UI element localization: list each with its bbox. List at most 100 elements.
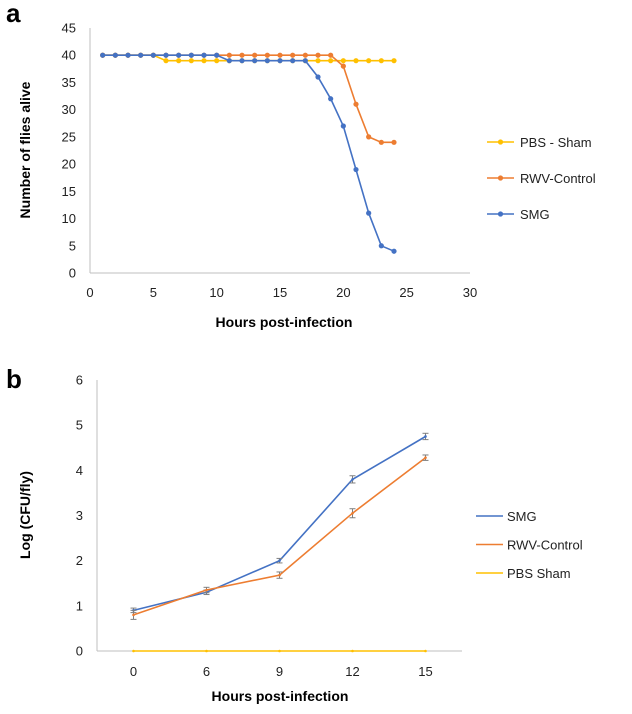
panel-a-point-rwv-control	[226, 52, 232, 58]
panel-a-point-pbs-sham	[378, 58, 384, 64]
panel-b-y-tick-label: 5	[76, 418, 83, 433]
panel-b-y-tick-label: 0	[76, 644, 83, 659]
panel-b-legend-label-pbs-sham: PBS Sham	[507, 566, 571, 581]
panel-b-legend-label-smg: SMG	[507, 509, 537, 524]
panel-b-y-axis-title: Log (CFU/fly)	[17, 471, 33, 559]
panel-a-y-tick-label: 10	[62, 211, 76, 226]
panel-a-point-smg	[252, 58, 258, 64]
panel-b-y-tick-label: 6	[76, 373, 83, 388]
panel-b-point-pbs-sham	[132, 649, 135, 653]
panel-a: a 0 5 10 15 20 25 30 35 40 45 0 5 10 15 20 25 30 Hours …	[6, 0, 596, 330]
panel-a-x-axis-title: Hours post-infection	[216, 314, 353, 330]
panel-b-point-pbs-sham	[351, 649, 354, 653]
panel-a-point-rwv-control	[378, 139, 384, 145]
panel-a-point-smg	[302, 58, 308, 64]
panel-a-point-smg	[176, 52, 182, 58]
panel-b-point-rwv-control	[424, 456, 427, 459]
panel-b-point-smg	[424, 435, 427, 438]
panel-b-legend-label-rwv-control: RWV-Control	[507, 538, 583, 553]
panel-b-y-tick-label: 2	[76, 553, 83, 568]
panel-a-y-tick-label: 40	[62, 48, 76, 63]
panel-a-legend: PBS - Sham RWV-Control SMG	[487, 135, 596, 222]
panel-a-legend-marker-pbs-sham	[497, 139, 504, 145]
panel-b-y-tick-label: 1	[76, 598, 83, 613]
panel-a-point-smg	[290, 58, 296, 64]
panel-a-point-rwv-control	[328, 52, 334, 58]
panel-a-point-pbs-sham	[315, 58, 321, 64]
panel-a-point-rwv-control	[366, 134, 372, 140]
panel-b-point-rwv-control	[278, 573, 281, 577]
panel-a-point-pbs-sham	[214, 58, 220, 64]
panel-a-point-rwv-control	[239, 52, 245, 58]
panel-b-point-pbs-sham	[205, 649, 208, 653]
panel-b-x-tick-label: 9	[276, 664, 283, 679]
panel-a-y-tick-label: 5	[69, 238, 76, 253]
panel-a-point-smg	[201, 52, 207, 58]
panel-a-point-rwv-control	[315, 52, 321, 58]
panel-a-point-smg	[138, 52, 144, 58]
panel-a-legend-label-rwv-control: RWV-Control	[520, 171, 596, 186]
panel-a-x-tick-label: 5	[150, 285, 157, 300]
panel-a-point-smg	[226, 58, 232, 64]
panel-a-point-smg	[100, 52, 106, 58]
panel-a-point-rwv-control	[391, 139, 397, 145]
panel-a-point-smg	[340, 123, 346, 129]
panel-b-series-line-rwv-control	[133, 457, 426, 616]
panel-a-point-pbs-sham	[176, 58, 182, 64]
panel-a-x-tick-label: 30	[463, 285, 477, 300]
panel-a-x-tick-label: 0	[86, 285, 93, 300]
panel-b-point-pbs-sham	[278, 649, 281, 653]
panel-b-x-ticks: 0 6 9 12 15	[130, 664, 433, 679]
panel-b-x-tick-label: 12	[345, 664, 359, 679]
panel-a-point-rwv-control	[277, 52, 283, 58]
panel-a-point-smg	[112, 52, 118, 58]
panel-b-letter: b	[6, 364, 22, 394]
panel-b-y-tick-label: 3	[76, 508, 83, 523]
panel-b-series	[130, 432, 429, 653]
panel-a-point-pbs-sham	[188, 58, 194, 64]
panel-a-point-rwv-control	[340, 63, 346, 69]
panel-b-point-rwv-control	[132, 613, 135, 617]
panel-b-y-tick-label: 4	[76, 463, 83, 478]
panel-b-y-ticks: 0 1 2 3 4 5 6	[76, 373, 83, 659]
panel-a-point-smg	[315, 74, 321, 80]
panel-a-legend-marker-smg	[497, 211, 504, 217]
panel-a-point-rwv-control	[252, 52, 258, 58]
panel-a-point-pbs-sham	[340, 58, 346, 64]
panel-a-x-tick-label: 15	[273, 285, 287, 300]
panel-b-x-tick-label: 6	[203, 664, 210, 679]
panel-a-point-smg	[277, 58, 283, 64]
panel-a-point-rwv-control	[302, 52, 308, 58]
panel-a-point-rwv-control	[353, 101, 359, 107]
panel-b-x-tick-label: 0	[130, 664, 137, 679]
panel-a-point-rwv-control	[264, 52, 270, 58]
panel-a-point-pbs-sham	[391, 58, 397, 64]
panel-a-point-smg	[391, 248, 397, 254]
panel-a-y-tick-label: 35	[62, 75, 76, 90]
panel-a-y-ticks: 0 5 10 15 20 25 30 35 40 45	[62, 21, 76, 281]
panel-b-series-line-smg	[133, 435, 426, 612]
panel-a-legend-label-smg: SMG	[520, 207, 550, 222]
panel-a-point-pbs-sham	[353, 58, 359, 64]
panel-a-point-smg	[188, 52, 194, 58]
panel-a-series-line-pbs-sham	[102, 54, 394, 62]
panel-a-point-smg	[353, 166, 359, 173]
panel-a-y-tick-label: 30	[62, 102, 76, 117]
panel-a-point-smg	[366, 210, 372, 216]
panel-b-legend: SMG RWV-Control PBS Sham	[476, 509, 583, 581]
panel-a-x-ticks: 0 5 10 15 20 25 30	[86, 285, 477, 300]
panel-b-point-smg	[351, 478, 354, 481]
panel-a-y-tick-label: 15	[62, 184, 76, 199]
panel-a-point-rwv-control	[290, 52, 296, 58]
panel-b-point-pbs-sham	[424, 649, 427, 653]
panel-a-letter: a	[6, 0, 21, 28]
panel-b-point-rwv-control	[351, 511, 354, 515]
panel-b-point-rwv-control	[205, 588, 208, 592]
panel-a-y-axis-title: Number of flies alive	[17, 81, 33, 218]
panel-a-point-smg	[264, 58, 270, 64]
panel-a-y-tick-label: 20	[62, 157, 76, 172]
panel-a-series-line-rwv-control	[102, 54, 394, 144]
panel-a-x-tick-label: 20	[336, 285, 350, 300]
